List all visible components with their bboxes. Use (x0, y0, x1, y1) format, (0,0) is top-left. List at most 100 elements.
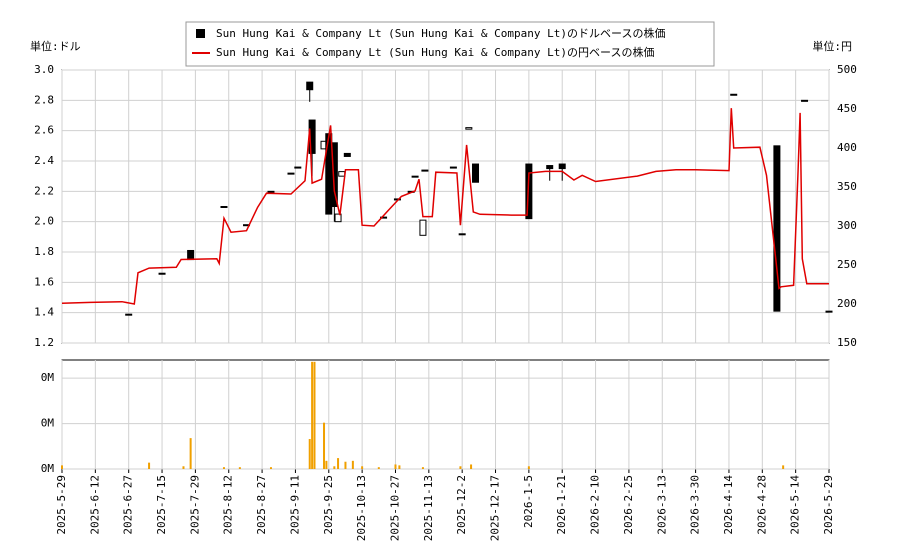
y2-axis-label: 単位:円 (812, 39, 852, 53)
y2-tick-label: 250 (837, 258, 857, 271)
y-tick-label: 2.0 (34, 215, 54, 228)
y2-tick-label: 400 (837, 141, 857, 154)
legend-label: Sun Hung Kai & Company Lt (Sun Hung Kai … (216, 45, 654, 59)
price-plot-frame (61, 69, 830, 344)
x-tick-label: 2025-7-15 (155, 475, 168, 535)
y-tick-label: 1.2 (34, 336, 54, 349)
volume-bar (421, 467, 424, 469)
legend-box (185, 21, 715, 67)
candle-body (287, 172, 295, 175)
y-axis-label: 単位:ドル (30, 39, 81, 53)
volume-bar (61, 465, 63, 469)
legend: Sun Hung Kai & Company Lt (Sun Hung Kai … (185, 21, 715, 67)
volume-bar (470, 464, 473, 469)
volume-bar (337, 458, 340, 469)
legend-swatch (196, 29, 205, 38)
y-tick-label: 0M (41, 417, 55, 430)
candle-body (525, 163, 533, 220)
volume-bar (782, 465, 785, 469)
volume-bar (333, 466, 336, 469)
legend-label: Sun Hung Kai & Company Lt (Sun Hung Kai … (216, 26, 665, 40)
x-tick-label: 2026-3-30 (689, 475, 702, 535)
candle-body (421, 169, 429, 172)
candle-body (558, 163, 566, 170)
candle-body (125, 313, 133, 316)
y-tick-label: 3.0 (34, 63, 54, 76)
y-tick-label: 0M (41, 462, 55, 475)
x-tick-label: 2026-1-5 (522, 475, 535, 528)
x-tick-label: 2026-1-21 (555, 475, 568, 535)
y-tick-label: 1.4 (34, 306, 54, 319)
candle-body (773, 145, 781, 312)
volume-bar (238, 467, 241, 469)
candle-body (825, 310, 833, 313)
volume-bar (325, 460, 328, 469)
candle-body (220, 206, 228, 208)
price-line (61, 108, 829, 305)
volume-bar (398, 465, 401, 469)
volume-bar (313, 361, 316, 469)
volume-bar (459, 466, 462, 469)
x-tick-label: 2025-9-11 (288, 475, 301, 535)
x-tick-label: 2026-5-29 (822, 475, 835, 535)
x-tick-label: 2025-10-27 (388, 475, 401, 541)
candle-body (465, 127, 473, 130)
y-tick-label: 2.6 (34, 124, 54, 137)
y-tick-label: 0M (41, 371, 55, 384)
volume-bar (527, 466, 530, 469)
candle-body (306, 81, 314, 91)
x-tick-label: 2026-5-14 (789, 475, 802, 535)
volume-bar (351, 460, 354, 469)
y-tick-label: 2.8 (34, 93, 54, 106)
candle-body (458, 233, 466, 236)
candle-body (419, 219, 427, 236)
candle-body (334, 213, 342, 223)
candle-body (187, 249, 195, 261)
volume-bar (308, 439, 311, 469)
x-tick-label: 2025-12-17 (489, 475, 502, 541)
volume-bar (323, 422, 326, 469)
y2-tick-label: 500 (837, 63, 857, 76)
volume-bar (311, 361, 314, 469)
volume-bar (189, 438, 192, 469)
volume-bar (377, 467, 380, 469)
candle-body (343, 152, 351, 157)
y-tick-label: 1.6 (34, 275, 54, 288)
candle-body (380, 216, 388, 219)
volume-bar (148, 462, 151, 469)
x-tick-label: 2025-7-29 (188, 475, 201, 535)
candle-body (449, 166, 457, 169)
candle-body (730, 93, 738, 96)
x-tick-label: 2025-8-12 (222, 475, 235, 535)
volume-bar (269, 467, 272, 469)
y-tick-label: 2.4 (34, 154, 54, 167)
candle-body (472, 163, 480, 183)
candle-body (330, 142, 338, 208)
candle-body (338, 171, 346, 177)
x-tick-label: 2025-10-13 (355, 475, 368, 541)
x-tick-label: 2025-11-13 (422, 475, 435, 541)
volume-bar (182, 466, 185, 469)
candle-body (546, 165, 554, 170)
y2-tick-label: 350 (837, 180, 857, 193)
candle-body (411, 175, 419, 178)
x-tick-label: 2026-2-25 (622, 475, 635, 535)
candle-body (158, 272, 166, 275)
x-tick-label: 2026-2-10 (589, 475, 602, 535)
x-tick-label: 2025-5-29 (55, 475, 68, 535)
y2-tick-label: 450 (837, 102, 857, 115)
x-tick-label: 2026-4-14 (722, 475, 735, 535)
x-tick-label: 2025-9-25 (322, 475, 335, 535)
candle-body (267, 190, 275, 193)
volume-bar (222, 467, 225, 469)
x-tick-label: 2026-3-13 (655, 475, 668, 535)
y2-tick-label: 200 (837, 297, 857, 310)
y2-tick-label: 300 (837, 219, 857, 232)
candle-body (294, 166, 302, 169)
x-tick-label: 2026-4-28 (755, 475, 768, 535)
x-tick-label: 2025-6-12 (88, 475, 101, 535)
volume-bar (361, 466, 364, 469)
candle-body (801, 99, 809, 102)
volume-bar (394, 464, 397, 469)
